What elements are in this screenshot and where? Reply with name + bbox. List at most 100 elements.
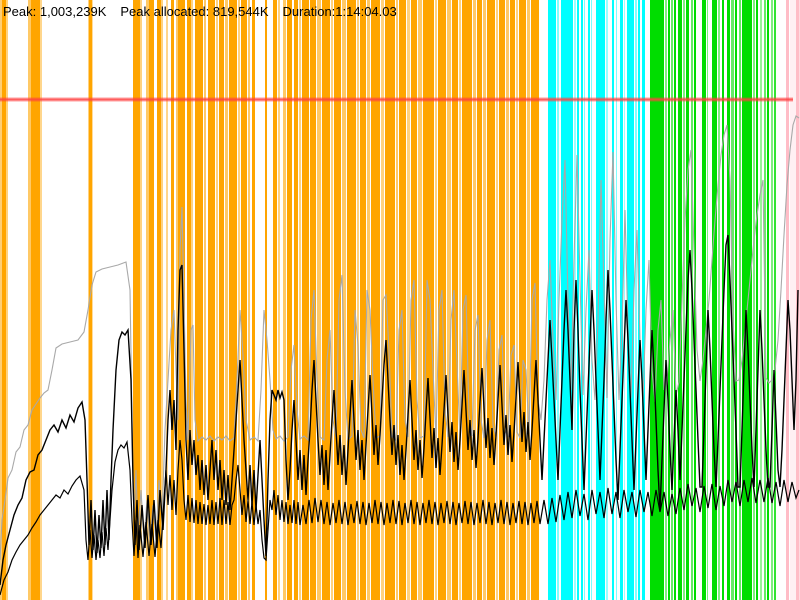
event-band-green xyxy=(712,0,717,600)
event-band-orange xyxy=(146,0,149,600)
event-band-orange xyxy=(195,0,203,600)
event-band-green xyxy=(671,0,673,600)
event-band-orange xyxy=(299,0,301,600)
event-band-orange xyxy=(371,0,380,600)
event-band-orange xyxy=(483,0,486,600)
event-band-orange xyxy=(334,0,341,600)
event-band-orange xyxy=(519,0,526,600)
event-band-orange xyxy=(161,0,163,600)
event-band-cyan xyxy=(596,0,605,600)
event-band-orange xyxy=(385,0,395,600)
event-band-orange xyxy=(40,0,42,600)
event-band-orange xyxy=(462,0,472,600)
gray-envelope-line-series xyxy=(0,115,800,561)
event-band-orange xyxy=(166,0,168,600)
event-band-orange xyxy=(477,0,482,600)
event-band-orange xyxy=(418,0,422,600)
event-band-orange xyxy=(265,0,267,600)
black-upper-line-series xyxy=(0,234,799,586)
event-band-orange xyxy=(31,0,40,600)
event-band-orange xyxy=(229,0,237,600)
event-band-green xyxy=(707,0,708,600)
event-band-orange xyxy=(248,0,250,600)
event-band-orange xyxy=(357,0,359,600)
event-band-orange xyxy=(396,0,398,600)
event-band-orange xyxy=(252,0,255,600)
event-band-green xyxy=(756,0,758,600)
event-band-orange xyxy=(510,0,515,600)
status-bar: Peak: 1,003,239K Peak allocated: 819,544K… xyxy=(3,4,411,19)
event-band-orange xyxy=(287,0,292,600)
event-band-cyan xyxy=(577,0,579,600)
event-band-green xyxy=(665,0,667,600)
event-band-cyan xyxy=(612,0,614,600)
event-band-orange xyxy=(216,0,218,600)
event-band-orange xyxy=(527,0,530,600)
event-band-orange xyxy=(331,0,333,600)
event-band-cyan xyxy=(635,0,637,600)
event-band-orange xyxy=(191,0,193,600)
black-lower-line-series xyxy=(0,439,800,596)
event-band-green xyxy=(674,0,676,600)
event-band-orange xyxy=(133,0,140,600)
event-band-green xyxy=(668,0,670,600)
event-band-cyan xyxy=(588,0,590,600)
event-band-orange xyxy=(238,0,240,600)
event-band-green xyxy=(683,0,685,600)
event-band-green xyxy=(767,0,769,600)
event-band-orange xyxy=(360,0,366,600)
event-band-orange xyxy=(516,0,518,600)
event-band-cyan xyxy=(584,0,585,600)
event-band-orange xyxy=(92,0,93,600)
event-band-orange xyxy=(178,0,185,600)
event-band-orange xyxy=(506,0,509,600)
event-band-green xyxy=(771,0,773,600)
event-band-orange xyxy=(171,0,174,600)
event-band-orange xyxy=(187,0,191,600)
event-band-cyan xyxy=(620,0,623,600)
event-band-orange xyxy=(149,0,154,600)
event-band-orange xyxy=(342,0,346,600)
event-band-orange xyxy=(28,0,31,600)
event-band-green xyxy=(760,0,762,600)
event-band-green xyxy=(742,0,752,600)
event-band-green xyxy=(702,0,706,600)
event-band-orange xyxy=(294,0,298,600)
event-band-orange xyxy=(317,0,321,600)
event-band-cyan xyxy=(624,0,625,600)
event-band-pink xyxy=(790,0,796,600)
event-band-green xyxy=(727,0,730,600)
event-band-cyan xyxy=(557,0,559,600)
event-band-orange xyxy=(278,0,280,600)
event-band-orange xyxy=(283,0,286,600)
event-band-green xyxy=(739,0,741,600)
event-band-orange xyxy=(447,0,451,600)
event-band-orange xyxy=(499,0,505,600)
event-band-orange xyxy=(140,0,142,600)
event-band-cyan xyxy=(642,0,645,600)
event-band-orange xyxy=(435,0,437,600)
peak-stat: Peak: 1,003,239K xyxy=(3,4,107,19)
event-band-orange xyxy=(399,0,406,600)
event-band-green xyxy=(735,0,737,600)
event-band-orange xyxy=(219,0,224,600)
event-band-green xyxy=(753,0,755,600)
event-band-orange xyxy=(473,0,476,600)
event-band-cyan xyxy=(581,0,583,600)
event-band-orange xyxy=(0,0,2,600)
event-band-orange xyxy=(322,0,330,600)
event-band-orange xyxy=(302,0,309,600)
event-band-orange xyxy=(407,0,410,600)
event-band-orange xyxy=(487,0,495,600)
event-band-green xyxy=(678,0,682,600)
event-band-orange xyxy=(176,0,178,600)
event-band-orange xyxy=(2,0,6,600)
event-band-cyan xyxy=(627,0,634,600)
event-band-orange xyxy=(89,0,92,600)
event-band-orange xyxy=(225,0,228,600)
event-band-orange xyxy=(273,0,277,600)
event-band-orange xyxy=(6,0,8,600)
peak-allocated-stat: Peak allocated: 819,544K xyxy=(120,4,269,19)
event-band-orange xyxy=(157,0,161,600)
